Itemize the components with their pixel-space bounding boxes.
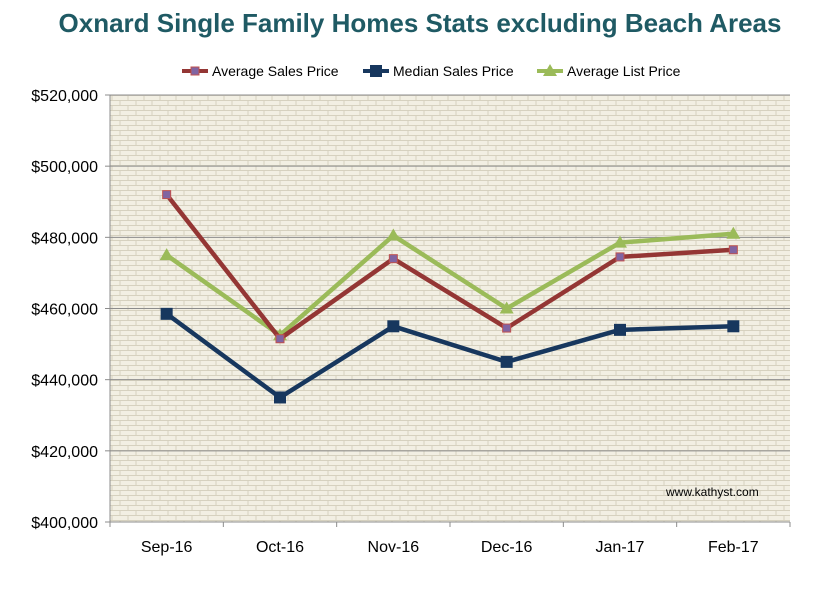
data-point bbox=[500, 355, 513, 368]
series-median-sales-price bbox=[160, 307, 740, 404]
y-tick-label: $440,000 bbox=[31, 373, 98, 390]
data-point bbox=[159, 248, 174, 261]
data-point bbox=[613, 235, 627, 248]
y-tick-label: $400,000 bbox=[31, 515, 98, 532]
data-point bbox=[615, 252, 625, 262]
legend-marker bbox=[370, 65, 382, 77]
y-tick-label: $460,000 bbox=[31, 302, 98, 319]
data-point bbox=[726, 226, 741, 239]
series-average-list-price bbox=[159, 226, 741, 341]
series-line bbox=[164, 193, 734, 341]
x-tick-label: Dec-16 bbox=[481, 539, 533, 556]
y-tick-label: $420,000 bbox=[31, 444, 98, 461]
x-tick-label: Jan-17 bbox=[596, 539, 645, 556]
axes: $400,000 $420,000 $440,000 $460,000 $480,000… bbox=[31, 88, 791, 556]
y-tick-label: $480,000 bbox=[31, 230, 98, 247]
watermark-text: www.kathyst.com bbox=[665, 485, 759, 499]
data-point bbox=[386, 228, 401, 241]
x-tick-label: Oct-16 bbox=[256, 539, 304, 556]
y-tick-label: $500,000 bbox=[31, 159, 98, 176]
x-tick-label: Feb-17 bbox=[708, 539, 759, 556]
x-tick-label: Sep-16 bbox=[141, 539, 193, 556]
legend-marker bbox=[190, 66, 200, 76]
data-point bbox=[387, 320, 400, 333]
legend: Average Sales Price Median Sales Price Ave… bbox=[182, 63, 681, 79]
data-point bbox=[502, 323, 512, 333]
series bbox=[159, 190, 741, 404]
data-point bbox=[275, 334, 285, 344]
data-point bbox=[274, 391, 286, 404]
data-point bbox=[614, 323, 626, 336]
legend-marker bbox=[543, 64, 557, 76]
legend-entry-label: Average Sales Price bbox=[212, 63, 339, 79]
chart-title: Oxnard Single Family Homes Stats excludi… bbox=[58, 8, 782, 38]
series-average-sales-price bbox=[162, 190, 738, 344]
x-tick-label: Nov-16 bbox=[368, 539, 420, 556]
series-line bbox=[165, 312, 734, 400]
series-line bbox=[165, 231, 734, 338]
legend-entry-label: Median Sales Price bbox=[393, 63, 514, 79]
data-point bbox=[499, 301, 514, 314]
data-point bbox=[388, 254, 398, 264]
y-tick-label: $520,000 bbox=[31, 88, 98, 105]
data-point bbox=[728, 245, 738, 255]
data-point bbox=[727, 320, 740, 333]
data-point bbox=[160, 307, 173, 320]
legend-entry-label: Average List Price bbox=[567, 63, 681, 79]
data-point bbox=[162, 190, 172, 200]
